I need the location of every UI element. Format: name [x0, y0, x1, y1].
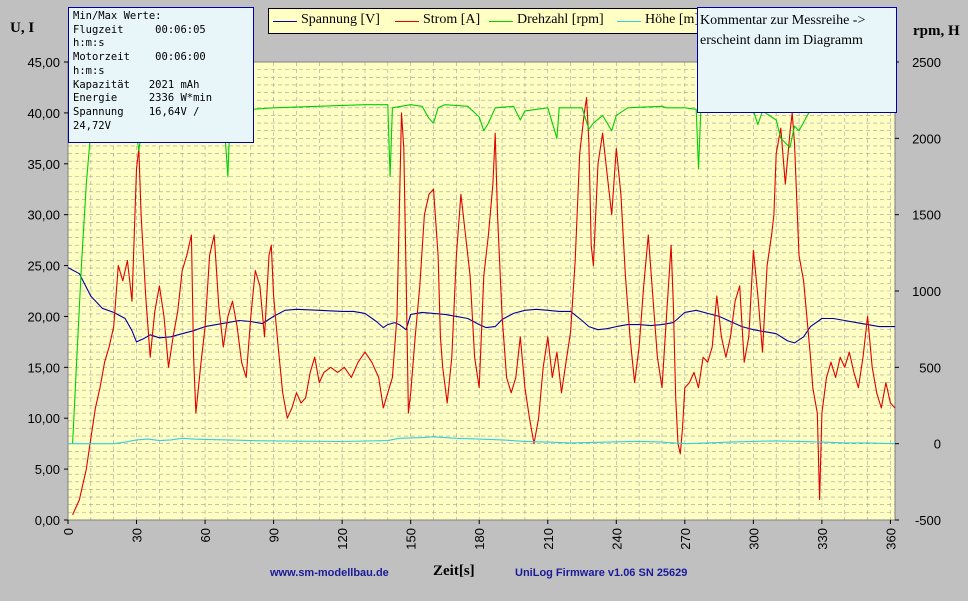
- legend-label-strom: Strom [A]: [423, 12, 481, 27]
- legend-label-drehzahl: Drehzahl [rpm]: [517, 12, 604, 27]
- x-axis-title: Zeit[s]: [433, 563, 475, 579]
- x-tick-label: 60: [198, 528, 213, 542]
- legend-label-hoehe: Höhe [m]: [645, 12, 698, 27]
- legend-swatch-hoehe: [617, 21, 641, 22]
- x-tick-label: 330: [815, 528, 830, 550]
- y-left-tick-label: 40,00: [27, 106, 60, 121]
- legend-swatch-strom: [395, 21, 419, 22]
- y-left-tick-label: 30,00: [27, 208, 60, 223]
- y-left-tick-label: 20,00: [27, 309, 60, 324]
- x-tick-label: 30: [130, 528, 145, 542]
- series-strom-line: [72, 97, 896, 516]
- y-left-tick-label: 35,00: [27, 157, 60, 172]
- x-tick-label: 150: [404, 528, 419, 550]
- x-tick-label: 210: [541, 528, 556, 550]
- x-tick-label: 270: [678, 528, 693, 550]
- x-tick-label: 240: [609, 528, 624, 550]
- x-tick-label: 300: [746, 528, 761, 550]
- y-right-tick-label: 0: [934, 437, 941, 452]
- info-line: Spannung 16,64V /: [73, 105, 200, 118]
- info-line: h:m:s: [73, 37, 105, 50]
- y-left-axis-title: U, I: [10, 20, 35, 36]
- x-tick-label: 0: [61, 528, 76, 535]
- legend: Spannung [V] Strom [A] Drehzahl [rpm] Hö…: [268, 8, 698, 34]
- y-left-tick-label: 10,00: [27, 411, 60, 426]
- info-line: 24,72V: [73, 119, 111, 132]
- info-heading: Min/Max Werte:: [73, 10, 162, 22]
- legend-label-spannung: Spannung [V]: [301, 12, 380, 27]
- min-max-info-box: Min/Max Werte: Flugzeit 00:06:05 h:m:s Moto…: [68, 7, 254, 143]
- y-left-tick-label: 15,00: [27, 360, 60, 375]
- y-right-axis-title: rpm, H: [913, 23, 960, 39]
- comment-box: Kommentar zur Messreihe -> erscheint dan…: [697, 7, 897, 113]
- legend-swatch-spannung: [273, 21, 297, 22]
- info-line: Motorzeit 00:06:00: [73, 51, 206, 64]
- footer-website: www.sm-modellbau.de: [270, 567, 389, 579]
- y-left-tick-label: 25,00: [27, 259, 60, 274]
- series-hoehe-line: [68, 436, 896, 445]
- legend-swatch-drehzahl: [489, 21, 513, 22]
- y-left-tick-label: 45,00: [27, 55, 60, 70]
- x-tick-label: 180: [472, 528, 487, 550]
- info-line: Flugzeit 00:06:05: [73, 23, 206, 36]
- y-left-tick-label: 5,00: [35, 462, 60, 477]
- x-tick-label: 360: [883, 528, 898, 550]
- x-tick-label: 90: [267, 528, 282, 542]
- y-left-tick-label: 0,00: [35, 513, 60, 528]
- y-right-tick-label: 1500: [912, 208, 941, 223]
- x-tick-label: 120: [335, 528, 350, 550]
- y-right-tick-label: 1000: [912, 284, 941, 299]
- y-right-tick-label: 2500: [912, 55, 941, 70]
- y-right-tick-label: 500: [919, 360, 941, 375]
- footer-firmware: UniLog Firmware v1.06 SN 25629: [515, 567, 688, 579]
- y-right-tick-label: -500: [915, 513, 941, 528]
- info-line: Energie 2336 W*min: [73, 92, 213, 105]
- info-line: Kapazität 2021 mAh: [73, 78, 200, 91]
- y-right-tick-label: 2000: [912, 131, 941, 146]
- info-line: h:m:s: [73, 64, 105, 77]
